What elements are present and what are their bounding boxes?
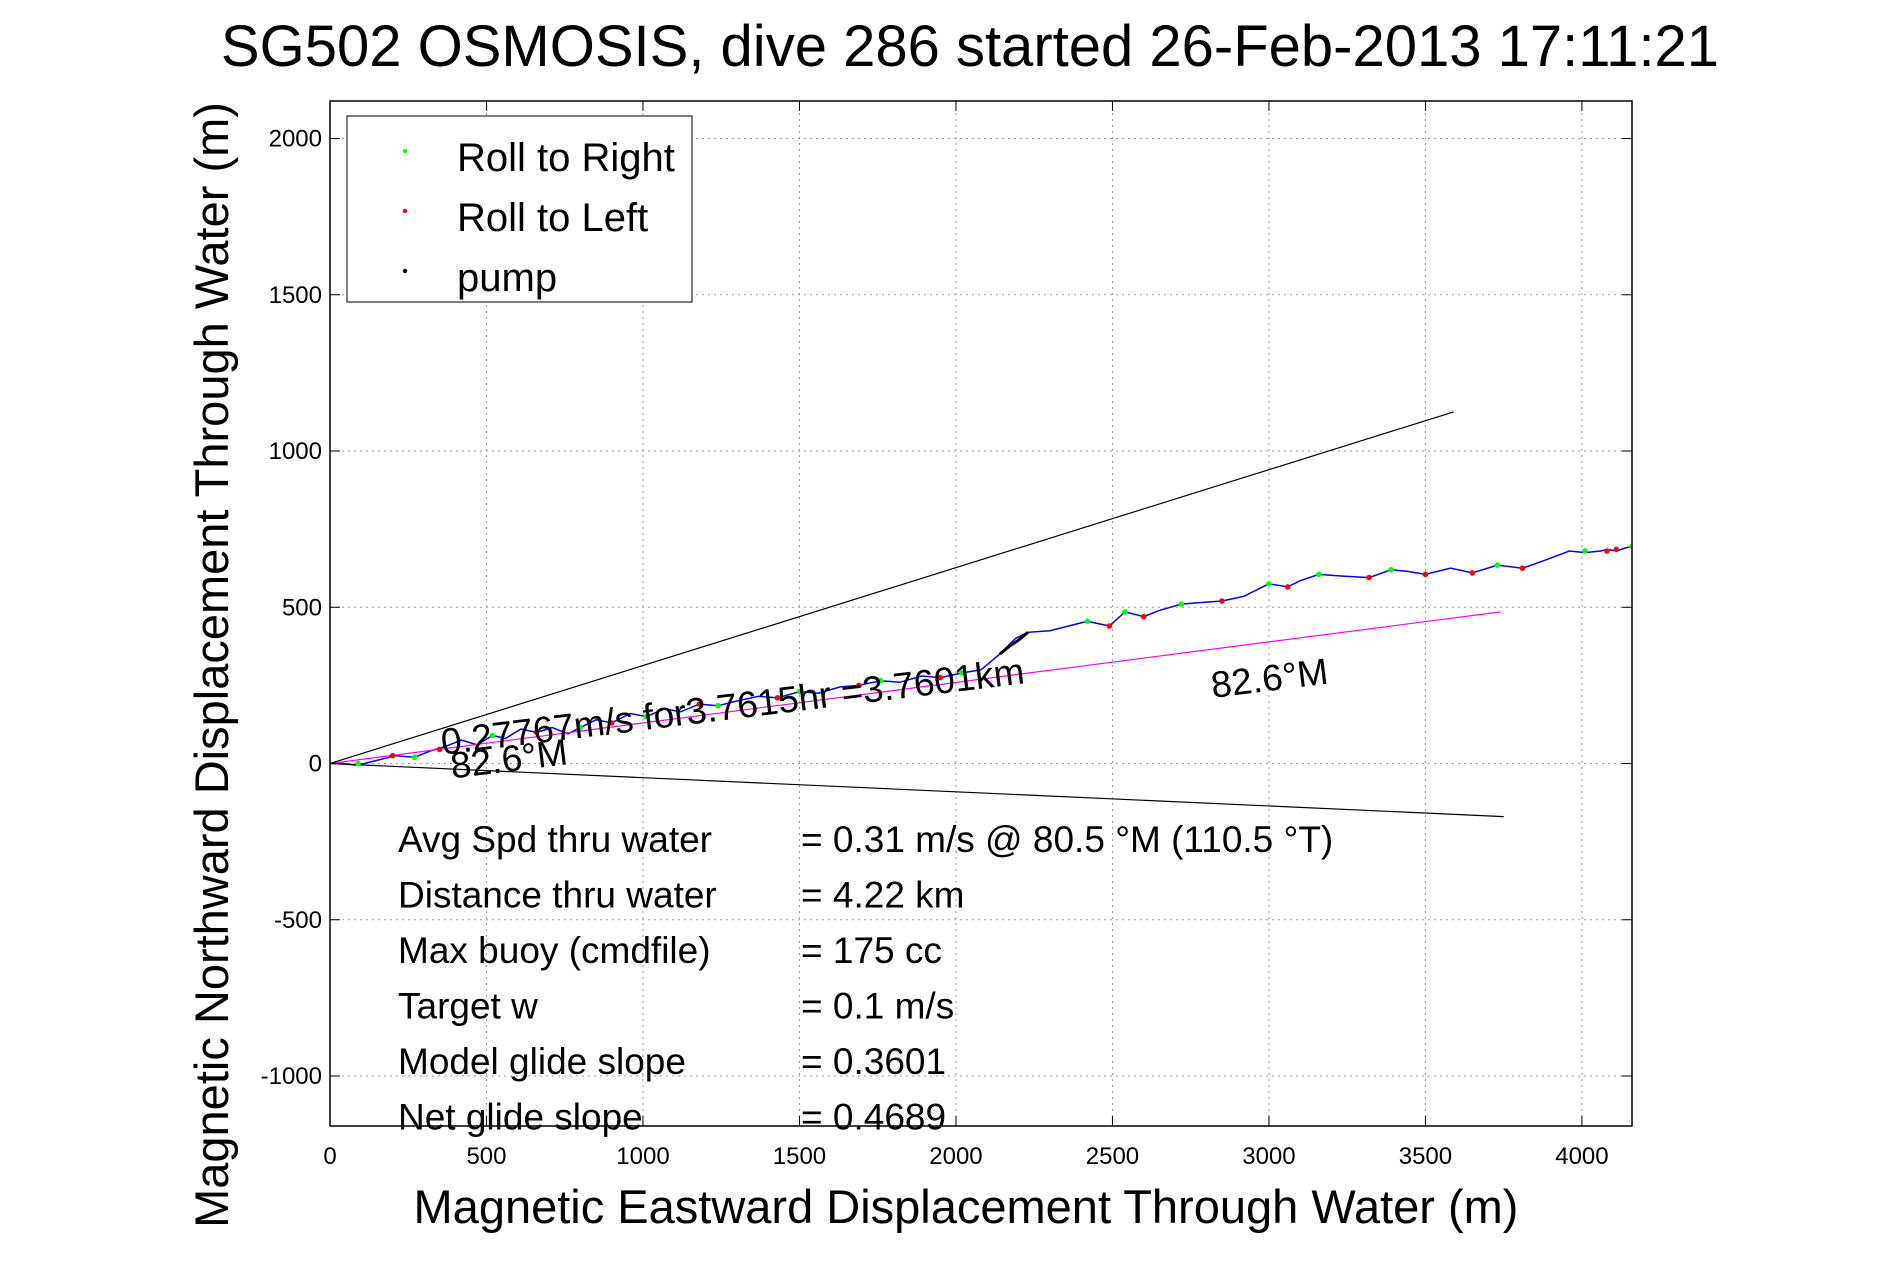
- plot-series: [330, 411, 1632, 818]
- y-tick-label: 500: [282, 594, 322, 621]
- roll-right-marker: [577, 724, 584, 731]
- roll-left-marker: [1422, 571, 1429, 578]
- plot-markers: [355, 543, 1632, 767]
- roll-left-marker: [389, 752, 396, 759]
- stat-label: Net glide slope: [398, 1097, 643, 1138]
- stat-value: = 0.3601: [801, 1041, 946, 1082]
- series-bound-lower: [330, 762, 1504, 818]
- roll-left-marker: [774, 695, 781, 701]
- chart-title: SG502 OSMOSIS, dive 286 started 26-Feb-2…: [221, 14, 1719, 79]
- roll-right-marker: [643, 713, 649, 720]
- roll-left-marker: [937, 674, 944, 681]
- roll-left-marker: [1469, 570, 1476, 576]
- roll-right-marker: [1388, 566, 1394, 573]
- series-track: [330, 545, 1632, 766]
- stats-panel: Avg Spd thru water = 0.31 m/s @ 80.5 °M (…: [398, 819, 1333, 1138]
- roll-right-marker: [796, 688, 803, 695]
- roll-right-marker: [355, 760, 361, 767]
- roll-right-marker: [1494, 562, 1501, 568]
- roll-left-marker: [856, 682, 862, 689]
- stat-label: Avg Spd thru water: [398, 819, 712, 860]
- legend-label: Roll to Left: [457, 196, 648, 240]
- x-tick-label: 1000: [616, 1143, 669, 1170]
- y-tick-label: 1000: [269, 438, 322, 465]
- x-tick-label: 2000: [929, 1143, 982, 1170]
- y-axis-title: Magnetic Northward Displacement Through …: [185, 102, 238, 1228]
- roll-right-marker: [1122, 609, 1128, 615]
- x-tick-label: 500: [466, 1143, 506, 1170]
- legend-label: Roll to Right: [457, 136, 675, 180]
- roll-right-marker: [411, 754, 418, 761]
- series-pump: [998, 631, 1029, 656]
- stat-label: Target w: [398, 986, 538, 1027]
- roll-right-marker: [489, 732, 496, 739]
- stat-label: Distance thru water: [398, 875, 717, 916]
- legend-marker: [402, 268, 408, 274]
- stat-value: = 175 cc: [801, 930, 942, 971]
- stat-value: = 0.4689: [801, 1097, 946, 1138]
- roll-right-marker: [1316, 571, 1322, 578]
- roll-right-marker: [715, 702, 721, 709]
- roll-right-marker: [1582, 548, 1588, 554]
- legend-marker: [402, 148, 408, 154]
- x-tick-label: 0: [323, 1143, 336, 1170]
- legend-marker: [402, 208, 408, 214]
- roll-left-marker: [1106, 623, 1113, 629]
- roll-right-marker: [1178, 601, 1185, 607]
- roll-left-marker: [1519, 565, 1526, 571]
- x-axis-title: Magnetic Eastward Displacement Through W…: [414, 1180, 1519, 1233]
- roll-right-marker: [1084, 618, 1091, 625]
- x-tick-label: 3500: [1399, 1143, 1452, 1170]
- roll-left-marker: [1219, 598, 1225, 604]
- roll-right-marker: [878, 677, 884, 684]
- x-tick-label: 1500: [773, 1143, 826, 1170]
- y-tick-label: 0: [309, 751, 322, 778]
- roll-left-marker: [1366, 574, 1372, 581]
- stat-value: = 0.31 m/s @ 80.5 °M (110.5 °T): [801, 819, 1333, 860]
- stat-value: = 4.22 km: [801, 875, 965, 916]
- series-bound-upper: [330, 411, 1454, 765]
- legend-label: pump: [457, 256, 557, 300]
- roll-left-marker: [1140, 613, 1147, 620]
- roll-left-marker: [436, 746, 443, 753]
- x-tick-label: 3000: [1242, 1143, 1295, 1170]
- stat-label: Max buoy (cmdfile): [398, 930, 711, 971]
- y-tick-label: 2000: [269, 126, 322, 153]
- y-tick-label: 1500: [269, 282, 322, 309]
- roll-left-marker: [608, 720, 615, 726]
- axis-ticks: 0 500 1000 1500 2000 2500 3000 3500 4000 -1000 -50…: [261, 101, 1632, 1170]
- stat-label: Model glide slope: [398, 1041, 686, 1082]
- legend: Roll to Right Roll to Left pump: [346, 115, 693, 303]
- stat-value: = 0.1 m/s: [801, 986, 954, 1027]
- roll-right-marker: [1266, 581, 1272, 587]
- roll-left-marker: [1613, 546, 1620, 553]
- series-heading-line: [330, 611, 1501, 765]
- y-tick-label: -1000: [261, 1063, 322, 1090]
- plot-area-frame: [329, 100, 1633, 1127]
- roll-left-marker: [696, 701, 703, 707]
- roll-left-marker: [533, 729, 540, 736]
- roll-left-marker: [1604, 548, 1610, 554]
- roll-right-marker: [959, 670, 966, 676]
- x-tick-label: 2500: [1086, 1143, 1139, 1170]
- x-tick-label: 4000: [1555, 1143, 1608, 1170]
- y-tick-label: -500: [274, 907, 322, 934]
- roll-left-marker: [1284, 584, 1291, 590]
